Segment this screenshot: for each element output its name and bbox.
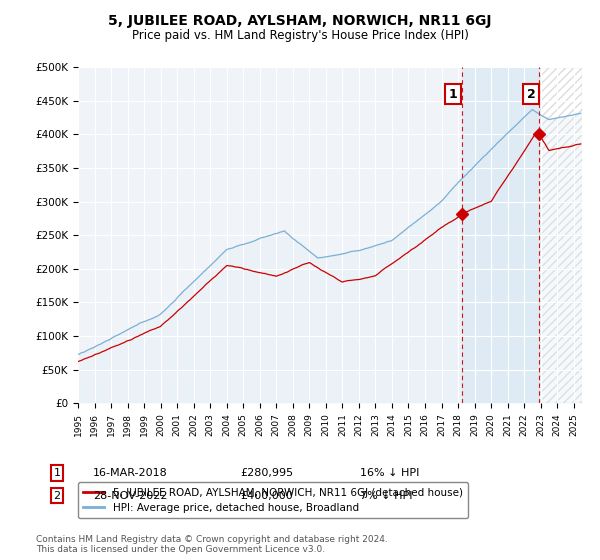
Text: Price paid vs. HM Land Registry's House Price Index (HPI): Price paid vs. HM Land Registry's House … [131, 29, 469, 42]
Text: 1: 1 [53, 468, 61, 478]
Bar [539, 67, 582, 403]
Text: £400,000: £400,000 [240, 491, 293, 501]
Text: 2: 2 [527, 87, 535, 101]
Text: 28-NOV-2022: 28-NOV-2022 [93, 491, 167, 501]
Legend: 5, JUBILEE ROAD, AYLSHAM, NORWICH, NR11 6GJ (detached house), HPI: Average price: 5, JUBILEE ROAD, AYLSHAM, NORWICH, NR11 … [78, 482, 468, 518]
Text: 16% ↓ HPI: 16% ↓ HPI [360, 468, 419, 478]
Bar [461, 67, 539, 403]
Bar [539, 67, 582, 403]
Text: Contains HM Land Registry data © Crown copyright and database right 2024.
This d: Contains HM Land Registry data © Crown c… [36, 535, 388, 554]
Text: 7% ↓ HPI: 7% ↓ HPI [360, 491, 413, 501]
Text: £280,995: £280,995 [240, 468, 293, 478]
Text: 16-MAR-2018: 16-MAR-2018 [93, 468, 168, 478]
Text: 1: 1 [449, 87, 458, 101]
Text: 5, JUBILEE ROAD, AYLSHAM, NORWICH, NR11 6GJ: 5, JUBILEE ROAD, AYLSHAM, NORWICH, NR11 … [108, 14, 492, 28]
Text: 2: 2 [53, 491, 61, 501]
